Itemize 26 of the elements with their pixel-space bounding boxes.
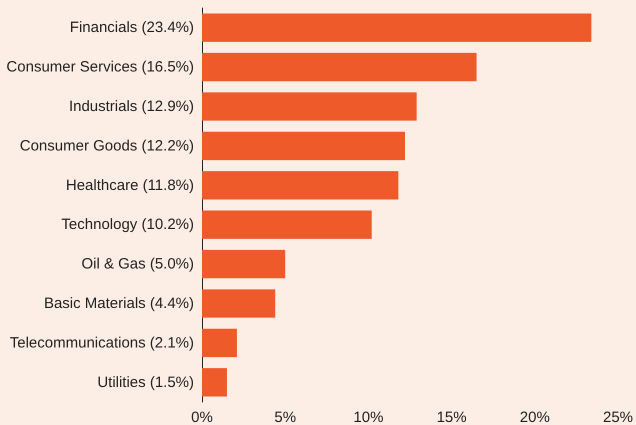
x-tick-label: 10% <box>353 409 384 425</box>
x-tick-label: 15% <box>436 409 467 425</box>
x-tick-label: 5% <box>274 409 296 425</box>
bar <box>202 210 372 239</box>
bar <box>202 92 417 121</box>
y-tick-label: Industrials (12.9%) <box>68 98 194 115</box>
bar <box>202 14 592 42</box>
y-tick-label: Utilities (1.5%) <box>97 374 194 391</box>
bar <box>202 328 237 358</box>
y-tick-label: Telecommunications (2.1%) <box>10 334 194 352</box>
bar <box>202 368 227 396</box>
y-tick-label: Healthcare (11.8%) <box>66 176 194 194</box>
bar <box>202 52 477 82</box>
y-tick-label: Basic Materials (4.4%) <box>44 295 194 312</box>
x-tick-label: 25% <box>602 409 634 425</box>
y-tick-label: Technology (10.2%) <box>61 216 194 234</box>
y-tick-label: Oil & Gas (5.0%) <box>81 256 194 273</box>
bar <box>202 171 398 200</box>
x-tick-label: 0% <box>191 409 213 425</box>
bar <box>202 289 276 318</box>
y-tick-label: Financials (23.4%) <box>70 19 194 36</box>
y-tick-label: Consumer Goods (12.2%) <box>20 137 194 154</box>
bar <box>202 132 406 160</box>
x-tick-label: 20% <box>520 409 550 425</box>
y-tick-label: Consumer Services (16.5%) <box>6 58 194 76</box>
bar <box>202 250 286 278</box>
